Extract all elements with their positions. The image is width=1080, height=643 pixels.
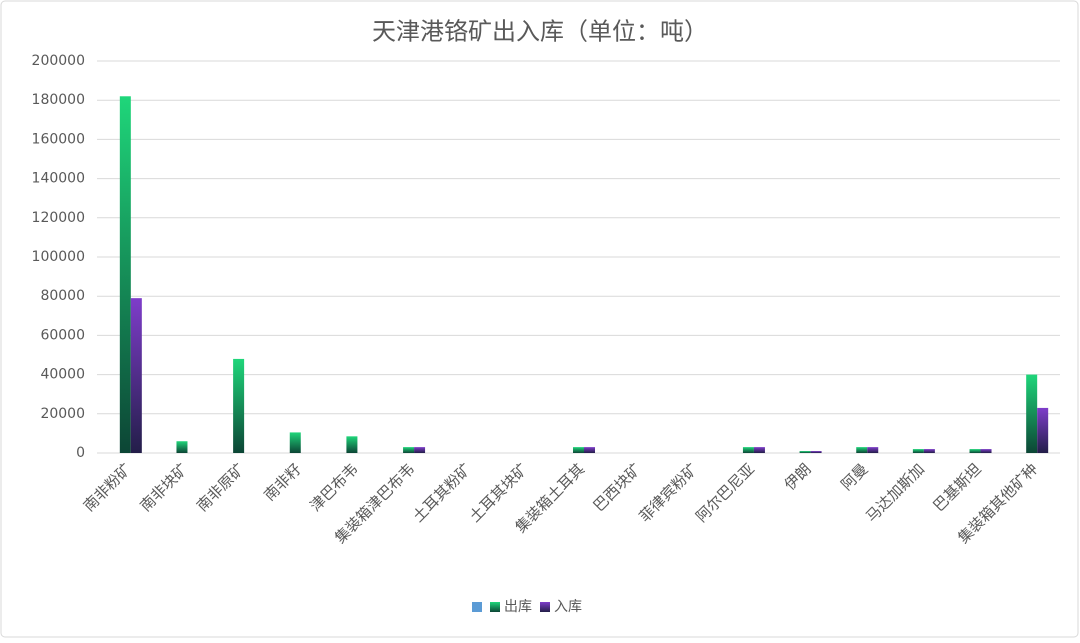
y-tick-label: 180000 (32, 92, 85, 108)
y-tick-label: 80000 (40, 288, 85, 304)
legend-label: 入库 (554, 599, 582, 615)
bar (810, 451, 822, 453)
bar (912, 449, 924, 453)
bar (176, 441, 188, 453)
bar (742, 447, 754, 453)
bar (1026, 374, 1038, 453)
y-tick-label: 60000 (40, 327, 85, 343)
bar (130, 298, 142, 453)
bar (346, 436, 358, 453)
y-tick-label: 160000 (32, 131, 85, 147)
bar (289, 432, 301, 453)
bar (980, 449, 992, 453)
bar (414, 447, 426, 453)
bar (119, 96, 131, 453)
y-tick-label: 200000 (32, 53, 85, 69)
legend-swatch (540, 602, 550, 612)
bar (233, 358, 245, 453)
legend-label: 出库 (504, 599, 532, 615)
y-tick-label: 120000 (32, 210, 85, 226)
bar (923, 449, 935, 453)
y-tick-label: 0 (76, 445, 85, 461)
bar (969, 449, 981, 453)
bar (856, 447, 868, 453)
y-tick-label: 40000 (40, 367, 85, 383)
y-tick-label: 20000 (40, 406, 85, 422)
y-tick-label: 140000 (32, 171, 85, 187)
chart-title: 天津港铬矿出入库（单位：吨） (372, 18, 708, 46)
bar (584, 447, 595, 453)
bar (799, 451, 811, 453)
legend-swatch (490, 602, 500, 612)
y-tick-label: 100000 (32, 249, 85, 265)
bar (403, 447, 415, 453)
bar (573, 447, 584, 453)
legend-swatch (472, 602, 482, 612)
bar (753, 447, 765, 453)
bar (1037, 407, 1049, 453)
bar (867, 447, 879, 453)
